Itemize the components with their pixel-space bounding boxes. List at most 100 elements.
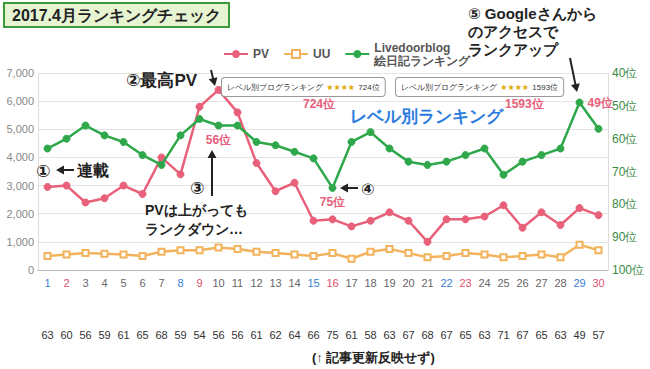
svg-text:20: 20 bbox=[402, 277, 414, 289]
svg-text:49: 49 bbox=[573, 329, 585, 341]
svg-text:★★★★: ★★★★ bbox=[500, 83, 529, 92]
svg-text:ランクアップ: ランクアップ bbox=[468, 41, 559, 58]
svg-text:65: 65 bbox=[459, 329, 471, 341]
svg-text:7: 7 bbox=[158, 277, 164, 289]
svg-text:5: 5 bbox=[120, 277, 126, 289]
svg-text:連載: 連載 bbox=[77, 162, 109, 179]
svg-text:67: 67 bbox=[516, 329, 528, 341]
svg-text:13: 13 bbox=[269, 277, 281, 289]
svg-text:49位: 49位 bbox=[588, 96, 613, 110]
svg-text:57: 57 bbox=[592, 329, 604, 341]
svg-text:25: 25 bbox=[497, 277, 509, 289]
svg-text:64: 64 bbox=[288, 329, 300, 341]
svg-text:60位: 60位 bbox=[612, 132, 637, 146]
svg-text:Livedoorblog: Livedoorblog bbox=[374, 41, 450, 55]
svg-text:0: 0 bbox=[28, 264, 34, 276]
svg-text:56: 56 bbox=[212, 329, 224, 341]
svg-text:66: 66 bbox=[307, 329, 319, 341]
svg-text:60: 60 bbox=[60, 329, 72, 341]
svg-text:70位: 70位 bbox=[612, 165, 637, 179]
svg-text:16: 16 bbox=[326, 277, 338, 289]
svg-text:①: ① bbox=[36, 162, 50, 181]
svg-text:19: 19 bbox=[383, 277, 395, 289]
svg-text:61: 61 bbox=[345, 329, 357, 341]
svg-text:3: 3 bbox=[82, 277, 88, 289]
svg-text:80位: 80位 bbox=[612, 197, 637, 211]
svg-text:54: 54 bbox=[193, 329, 205, 341]
svg-text:75: 75 bbox=[326, 329, 338, 341]
svg-text:63: 63 bbox=[554, 329, 566, 341]
svg-text:6: 6 bbox=[139, 277, 145, 289]
svg-text:4: 4 bbox=[101, 277, 107, 289]
svg-text:22: 22 bbox=[440, 277, 452, 289]
svg-text:8: 8 bbox=[177, 277, 183, 289]
svg-text:レベル別ランキング: レベル別ランキング bbox=[350, 107, 504, 126]
svg-text:21: 21 bbox=[421, 277, 433, 289]
svg-text:1593位: 1593位 bbox=[532, 83, 558, 92]
svg-text:68: 68 bbox=[155, 329, 167, 341]
svg-text:62: 62 bbox=[269, 329, 281, 341]
svg-text:絵日記ランキング: 絵日記ランキング bbox=[373, 54, 471, 68]
svg-text:67: 67 bbox=[440, 329, 452, 341]
svg-text:75位: 75位 bbox=[320, 195, 345, 209]
svg-text:11: 11 bbox=[232, 277, 243, 289]
svg-text:26: 26 bbox=[516, 277, 528, 289]
svg-text:61: 61 bbox=[250, 329, 262, 341]
svg-text:PV: PV bbox=[253, 47, 269, 61]
svg-text:15: 15 bbox=[307, 277, 319, 289]
svg-text:59: 59 bbox=[98, 329, 110, 341]
svg-text:12: 12 bbox=[250, 277, 262, 289]
svg-text:④: ④ bbox=[361, 181, 375, 198]
svg-text:18: 18 bbox=[364, 277, 376, 289]
svg-text:PVは上がっても: PVは上がっても bbox=[145, 202, 248, 218]
svg-text:(↑ 記事更新反映せず): (↑ 記事更新反映せず) bbox=[312, 350, 435, 365]
svg-text:②最高PV: ②最高PV bbox=[126, 71, 198, 90]
svg-text:★★★★: ★★★★ bbox=[326, 83, 355, 92]
svg-text:2,000: 2,000 bbox=[6, 208, 34, 220]
svg-text:65: 65 bbox=[535, 329, 547, 341]
svg-text:50位: 50位 bbox=[612, 99, 637, 113]
svg-text:56: 56 bbox=[79, 329, 91, 341]
svg-text:10: 10 bbox=[212, 277, 224, 289]
svg-text:71: 71 bbox=[497, 329, 509, 341]
svg-text:ランクダウン…: ランクダウン… bbox=[145, 221, 243, 237]
svg-text:3,000: 3,000 bbox=[6, 180, 34, 192]
svg-text:14: 14 bbox=[288, 277, 300, 289]
svg-text:レベル別ブログランキング: レベル別ブログランキング bbox=[227, 83, 324, 92]
svg-text:4,000: 4,000 bbox=[6, 151, 34, 163]
svg-text:100位: 100位 bbox=[612, 263, 644, 277]
svg-text:1,000: 1,000 bbox=[6, 236, 34, 248]
svg-text:29: 29 bbox=[573, 277, 585, 289]
svg-text:24: 24 bbox=[478, 277, 490, 289]
svg-text:61: 61 bbox=[117, 329, 129, 341]
svg-text:724位: 724位 bbox=[303, 97, 335, 111]
svg-text:90位: 90位 bbox=[612, 230, 637, 244]
svg-text:7,000: 7,000 bbox=[6, 67, 34, 79]
svg-text:67: 67 bbox=[402, 329, 414, 341]
svg-text:68: 68 bbox=[421, 329, 433, 341]
svg-text:17: 17 bbox=[345, 277, 357, 289]
svg-text:65: 65 bbox=[136, 329, 148, 341]
svg-text:のアクセスで: のアクセスで bbox=[468, 23, 559, 40]
svg-text:レベル別ブログランキング: レベル別ブログランキング bbox=[401, 83, 498, 92]
svg-text:724位: 724位 bbox=[358, 83, 379, 92]
svg-text:UU: UU bbox=[313, 47, 330, 61]
svg-text:59: 59 bbox=[174, 329, 186, 341]
svg-text:2017.4月ランキングチェック: 2017.4月ランキングチェック bbox=[12, 7, 221, 24]
svg-text:1: 1 bbox=[44, 277, 50, 289]
svg-text:5,000: 5,000 bbox=[6, 123, 34, 135]
svg-text:23: 23 bbox=[459, 277, 471, 289]
svg-text:56: 56 bbox=[231, 329, 243, 341]
svg-text:27: 27 bbox=[535, 277, 547, 289]
svg-text:40位: 40位 bbox=[612, 66, 637, 80]
svg-text:63: 63 bbox=[41, 329, 53, 341]
svg-text:9: 9 bbox=[196, 277, 202, 289]
svg-text:56位: 56位 bbox=[206, 133, 231, 147]
svg-text:6,000: 6,000 bbox=[6, 95, 34, 107]
svg-text:58: 58 bbox=[364, 329, 376, 341]
svg-text:2: 2 bbox=[63, 277, 69, 289]
svg-text:1593位: 1593位 bbox=[505, 97, 544, 111]
svg-text:28: 28 bbox=[554, 277, 566, 289]
svg-text:30: 30 bbox=[592, 277, 604, 289]
svg-text:⑤ Googleさんから: ⑤ Googleさんから bbox=[468, 5, 597, 22]
